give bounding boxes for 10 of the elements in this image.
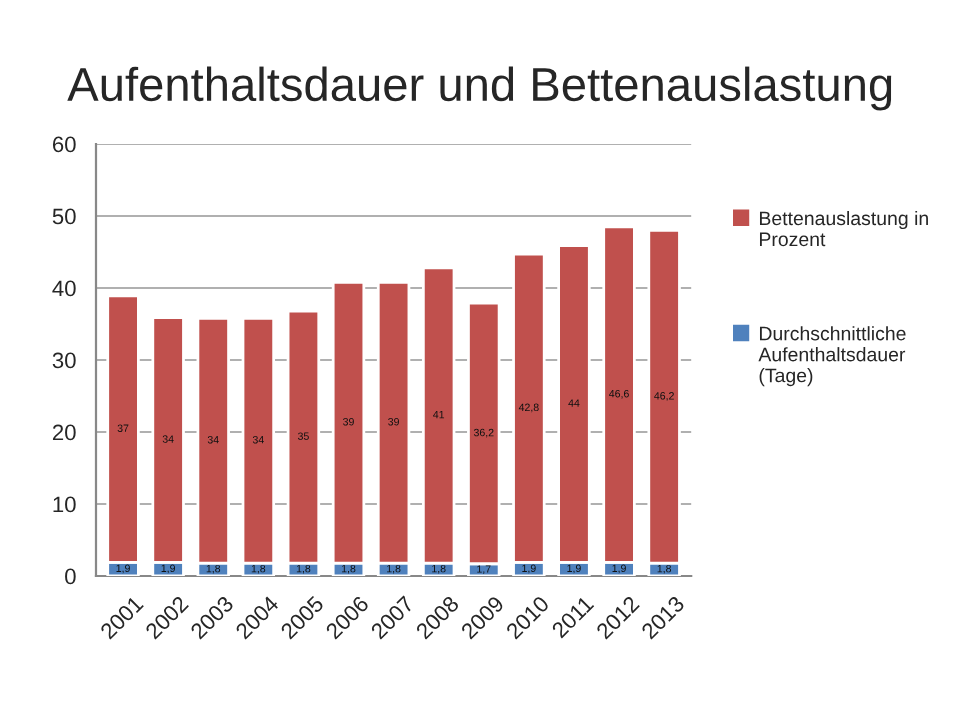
legend-label: Bettenauslastung in Prozent (759, 210, 928, 247)
y-tick-label: 30 (52, 352, 76, 369)
y-tick-label: 40 (52, 280, 76, 297)
y-tick-label: 10 (53, 496, 76, 513)
chart-title: Aufenthaltsdauer und Bettenauslastung (67, 66, 892, 111)
y-tick-label: 0 (65, 568, 76, 585)
y-tick-label: 60 (52, 136, 76, 153)
y-tick-label: 20 (52, 424, 76, 441)
legend-label: Durchschnittliche Aufenthaltsdauer (Tage) (758, 326, 906, 387)
y-tick-label: 50 (52, 208, 76, 225)
